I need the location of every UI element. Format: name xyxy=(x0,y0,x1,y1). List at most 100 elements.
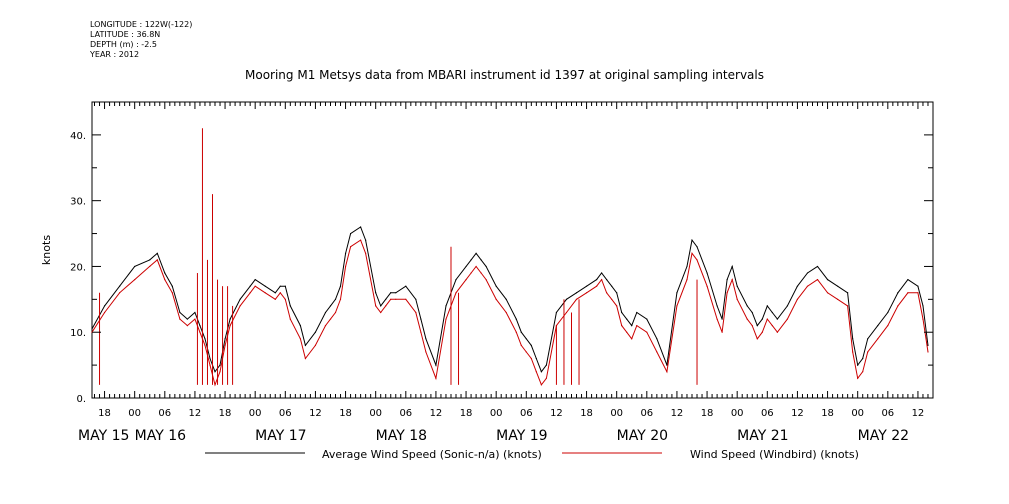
data-point xyxy=(229,325,231,327)
data-point xyxy=(395,298,397,300)
data-point xyxy=(621,325,623,327)
metadata-block: LONGITUDE : 122W(-122) LATITUDE : 36.8N … xyxy=(90,20,192,60)
data-point xyxy=(314,344,317,346)
data-point xyxy=(611,285,613,287)
data-point xyxy=(686,265,688,268)
x-tick-label: 18 xyxy=(339,408,352,419)
data-point xyxy=(455,279,457,281)
data-point xyxy=(540,384,542,386)
data-point xyxy=(897,292,899,294)
data-point xyxy=(420,318,422,320)
data-point xyxy=(475,252,477,254)
data-point xyxy=(365,239,367,241)
x-tick-label: 06 xyxy=(158,408,171,419)
data-point xyxy=(485,265,487,268)
data-point xyxy=(470,272,472,274)
data-point xyxy=(249,292,251,294)
data-point xyxy=(852,338,854,340)
x-tick-label: 06 xyxy=(279,408,292,419)
x-tick-label: 06 xyxy=(520,408,533,419)
data-point xyxy=(837,285,839,287)
data-point xyxy=(329,305,332,307)
data-point xyxy=(761,318,763,320)
data-point xyxy=(279,292,281,294)
data-point xyxy=(339,298,342,300)
data-point xyxy=(254,279,256,281)
y-tick-label: 40. xyxy=(70,131,86,142)
plot-frame xyxy=(91,101,934,399)
data-point xyxy=(375,305,377,307)
data-point xyxy=(806,285,809,287)
data-point xyxy=(279,285,281,287)
data-point xyxy=(691,252,693,254)
x-tick-label: 12 xyxy=(550,408,563,419)
data-point xyxy=(826,279,829,281)
day-label: MAY 18 xyxy=(376,428,427,444)
data-point xyxy=(816,265,819,268)
data-point xyxy=(676,292,678,294)
x-tick-label: 00 xyxy=(610,408,623,419)
data-point xyxy=(616,292,618,294)
data-point xyxy=(344,265,347,268)
data-point xyxy=(495,285,497,287)
data-point xyxy=(887,325,889,327)
y-tick-label: 20. xyxy=(70,262,86,273)
data-point xyxy=(119,285,121,287)
data-point xyxy=(545,377,547,379)
day-label: MAY 17 xyxy=(255,428,306,444)
data-point xyxy=(204,338,206,340)
data-point xyxy=(103,305,106,307)
data-point xyxy=(686,279,688,281)
series-1 xyxy=(91,128,929,387)
data-point xyxy=(716,305,718,307)
data-point xyxy=(771,311,773,314)
data-point xyxy=(771,325,773,327)
x-tick-label: 18 xyxy=(460,408,473,419)
data-point xyxy=(867,338,869,340)
data-point xyxy=(186,318,188,320)
data-point xyxy=(199,331,201,333)
legend: Average Wind Speed (Sonic-n/a) (knots) Wi… xyxy=(205,448,859,461)
data-point xyxy=(646,331,648,333)
tick-layer xyxy=(92,101,934,399)
data-point xyxy=(134,279,136,281)
data-point xyxy=(171,292,173,294)
data-point xyxy=(186,325,188,327)
data-point xyxy=(852,351,854,353)
data-point xyxy=(425,351,427,353)
x-tick-label: 06 xyxy=(881,408,894,419)
data-point xyxy=(274,298,276,300)
data-point xyxy=(465,265,467,268)
y-tick-label: 30. xyxy=(70,197,86,208)
data-point xyxy=(917,285,919,287)
data-point xyxy=(565,298,568,300)
data-point xyxy=(445,305,447,307)
x-tick-label: 18 xyxy=(580,408,593,419)
data-point xyxy=(264,292,266,294)
data-point xyxy=(103,311,106,314)
data-point xyxy=(505,298,507,300)
data-point xyxy=(575,298,578,300)
data-point xyxy=(706,272,708,274)
data-point xyxy=(334,298,337,300)
depth-label: DEPTH (m) : -2.5 xyxy=(90,40,157,49)
data-point xyxy=(877,325,879,327)
data-point xyxy=(897,305,899,307)
data-point xyxy=(179,311,181,314)
data-point xyxy=(731,265,733,268)
data-point xyxy=(731,279,733,281)
data-point xyxy=(766,318,768,320)
data-point xyxy=(385,298,387,300)
data-point xyxy=(425,338,427,340)
x-tick-label: 12 xyxy=(430,408,443,419)
x-tick-label: 12 xyxy=(912,408,925,419)
data-point xyxy=(596,285,598,287)
data-point xyxy=(806,272,809,274)
plot-axes xyxy=(91,101,934,399)
data-point xyxy=(435,377,437,379)
data-point xyxy=(334,311,337,314)
data-point xyxy=(922,318,924,320)
data-point xyxy=(621,311,623,314)
data-point xyxy=(631,338,633,340)
x-tick-label: 00 xyxy=(731,408,744,419)
